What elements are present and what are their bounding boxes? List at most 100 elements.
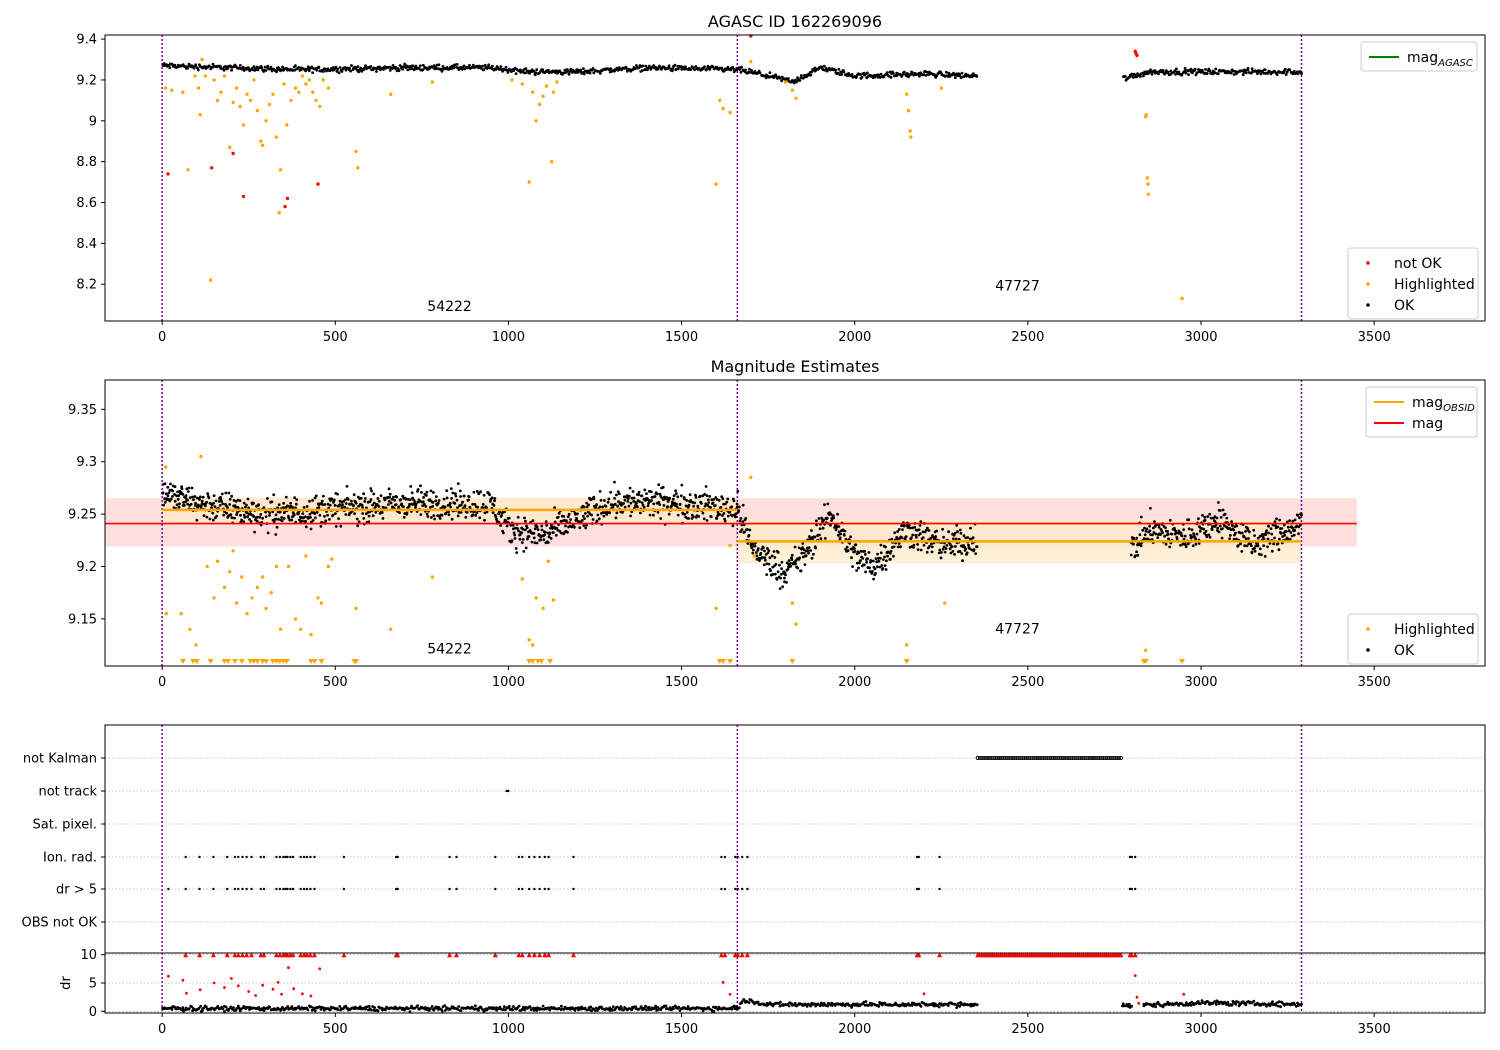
ok-point [295, 498, 299, 501]
ok-point [677, 1005, 681, 1009]
ok-point [738, 519, 742, 523]
ok-point [536, 528, 540, 531]
ok-point [541, 1004, 545, 1008]
flag-marker [1054, 756, 1059, 761]
ok-point [511, 524, 515, 527]
x-tick-label: 500 [323, 330, 348, 345]
ok-point [367, 514, 371, 518]
ok-point [1135, 550, 1138, 554]
ok-point [189, 502, 193, 506]
ok-point [615, 66, 619, 70]
flag-marker [528, 855, 531, 859]
not-ok-point [280, 992, 283, 996]
ok-point [802, 551, 806, 555]
ok-point [377, 505, 381, 508]
ok-point [365, 506, 368, 510]
ok-point [785, 581, 788, 584]
ok-point [652, 513, 655, 517]
highlighted-point [430, 80, 434, 84]
ok-point [397, 505, 401, 509]
ok-point [688, 493, 692, 497]
ok-point [474, 514, 477, 517]
flag-marker [1134, 887, 1137, 891]
ok-point [440, 1009, 444, 1013]
ok-point [1161, 531, 1164, 535]
ok-point [419, 484, 422, 488]
x-tick-label: 1500 [665, 675, 698, 690]
ok-point [585, 501, 589, 505]
ok-point [822, 64, 826, 68]
flag-marker [1052, 756, 1057, 761]
highlighted-point [196, 86, 201, 90]
ok-point [479, 66, 483, 70]
ok-point [668, 496, 672, 500]
ok-point [169, 482, 172, 486]
ok-point [510, 539, 514, 542]
ok-point [605, 513, 609, 516]
highlighted-point [260, 575, 265, 579]
ok-point [483, 63, 487, 67]
ok-point [711, 65, 715, 68]
flag-marker [1114, 756, 1119, 761]
highlighted-below-range-marker [179, 659, 186, 664]
ok-point [404, 497, 408, 501]
ok-point [742, 998, 746, 1002]
ok-point [1296, 514, 1300, 517]
ok-point [544, 520, 548, 523]
highlighted-point [721, 106, 725, 111]
ok-point [397, 69, 401, 72]
highlighted-point [546, 559, 550, 563]
ok-point [348, 66, 351, 70]
ok-point [1213, 515, 1217, 519]
ok-point [322, 494, 325, 498]
ok-point [616, 490, 620, 493]
ok-point [402, 505, 405, 509]
ok-point [372, 492, 376, 496]
ok-point [243, 515, 247, 519]
y-tick-label: 8.6 [76, 196, 97, 211]
ok-point [707, 501, 711, 504]
ok-point [726, 514, 730, 518]
flag-marker [1098, 756, 1103, 761]
highlighted-point [510, 78, 514, 82]
ok-point [521, 527, 525, 531]
ok-point [161, 491, 165, 495]
ok-point [801, 76, 805, 80]
highlighted-point [389, 627, 393, 631]
ok-point [910, 536, 913, 539]
ok-point [1148, 529, 1152, 533]
ok-point [1177, 70, 1181, 74]
ok-point [218, 504, 222, 507]
highlighted-point [255, 585, 260, 590]
ok-point [769, 569, 772, 573]
flag-marker [538, 887, 541, 891]
ok-point [1203, 531, 1206, 535]
ok-point [304, 515, 307, 519]
ok-point [594, 1006, 598, 1010]
ok-point [1157, 525, 1161, 529]
ok-point [641, 503, 645, 507]
flag-marker [975, 756, 980, 761]
ok-point [640, 494, 644, 498]
ok-point [783, 571, 787, 574]
ok-point [885, 559, 888, 563]
ok-point [673, 63, 677, 67]
ok-point [1262, 544, 1266, 548]
ok-point [908, 526, 912, 530]
ok-point [837, 525, 841, 528]
ok-point [608, 511, 611, 515]
highlighted-point [212, 596, 216, 600]
dr-clipped-marker [298, 952, 304, 958]
ok-point [1130, 1004, 1133, 1008]
ok-point [248, 1008, 251, 1011]
ok-point [242, 501, 246, 505]
ok-point [701, 494, 705, 498]
highlighted-point [389, 92, 393, 96]
highlighted-point [714, 606, 718, 611]
ok-point [1268, 70, 1271, 74]
ok-point [340, 506, 344, 509]
ok-point [410, 67, 414, 71]
ok-point [607, 497, 611, 501]
ok-point [210, 506, 213, 510]
ok-point [339, 524, 343, 528]
